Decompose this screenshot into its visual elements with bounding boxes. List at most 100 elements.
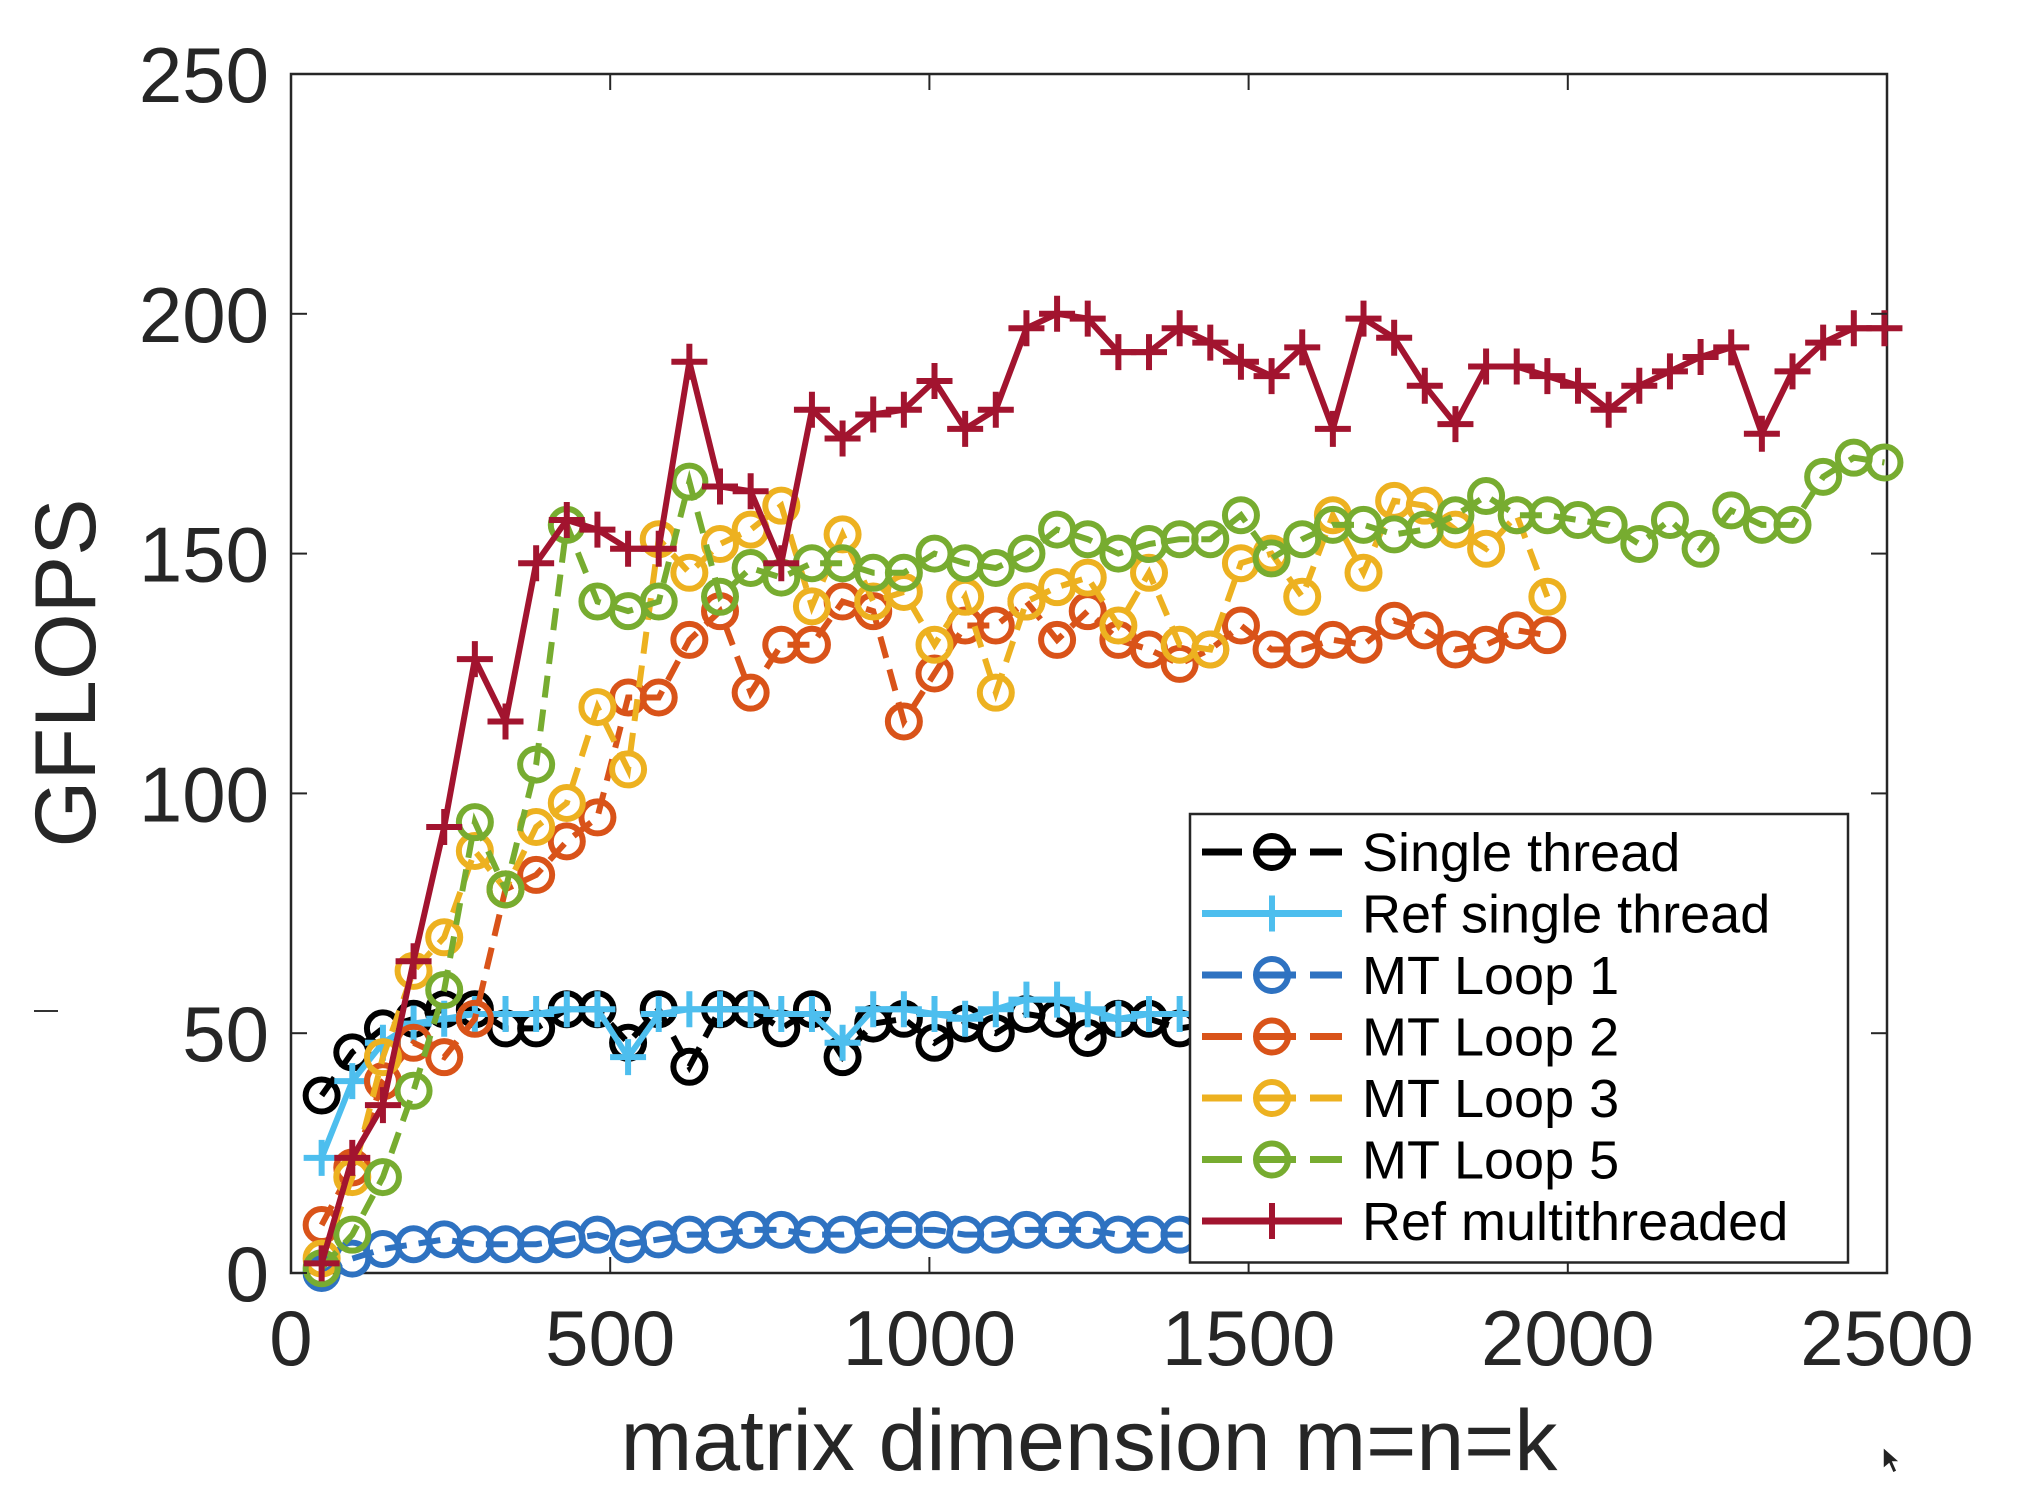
- legend-marker: [1253, 1079, 1291, 1117]
- data-point: [334, 1139, 371, 1176]
- data-point: [824, 1024, 861, 1061]
- data-point: [1743, 415, 1780, 452]
- data-point: [426, 808, 463, 845]
- series-line-mt-loop-3: [318, 497, 1551, 1260]
- data-point: [731, 673, 770, 712]
- data-point: [1437, 406, 1474, 443]
- data-point: [363, 1158, 402, 1197]
- data-point: [885, 991, 922, 1028]
- data-point: [486, 870, 525, 909]
- data-point: [364, 1087, 401, 1124]
- legend-marker: [1253, 1017, 1291, 1056]
- y-tick-label: 150: [139, 511, 269, 599]
- x-tick-label: 1500: [1162, 1294, 1336, 1382]
- data-point: [1866, 310, 1903, 347]
- data-point: [1192, 324, 1229, 361]
- data-point: [1682, 338, 1719, 375]
- data-point: [1222, 343, 1259, 380]
- data-point: [455, 803, 494, 842]
- data-point: [855, 396, 892, 433]
- data-point: [1130, 553, 1169, 592]
- data-point: [763, 996, 800, 1033]
- data-point: [670, 1047, 709, 1086]
- data-point: [671, 991, 708, 1028]
- data-point: [395, 943, 432, 980]
- data-point: [915, 654, 954, 693]
- x-axis-title: matrix dimension m=n=k: [621, 1393, 1559, 1486]
- data-point: [639, 678, 678, 717]
- data-point: [455, 999, 494, 1038]
- data-point: [1100, 334, 1137, 371]
- data-point: [792, 625, 831, 664]
- data-point: [1650, 501, 1689, 540]
- data-point: [1620, 525, 1659, 564]
- legend-marker: [1253, 1140, 1291, 1179]
- legend-entry-mt-loop-1: MT Loop 1: [1202, 946, 1619, 1006]
- series-line-mt-loop-2: [318, 597, 1548, 1227]
- series-mt-loop-2: [302, 582, 1567, 1245]
- legend-label: MT Loop 1: [1362, 946, 1619, 1006]
- data-point: [1283, 577, 1322, 616]
- data-point: [1804, 457, 1843, 496]
- data-point: [1191, 630, 1230, 669]
- data-point: [1099, 606, 1138, 645]
- data-point: [547, 783, 586, 822]
- mouse-cursor-icon: [1882, 1445, 1902, 1475]
- legend-marker: [1253, 833, 1291, 871]
- data-point: [1284, 329, 1321, 366]
- data-point: [639, 582, 678, 621]
- data-point: [1621, 367, 1658, 404]
- data-point: [1253, 358, 1290, 395]
- data-point: [792, 587, 831, 626]
- data-point: [763, 545, 800, 582]
- data-point: [1221, 496, 1260, 535]
- data-point: [1131, 334, 1168, 371]
- legend-marker: [1253, 956, 1291, 994]
- data-point: [1191, 520, 1230, 559]
- data-point: [762, 486, 801, 525]
- tick-layer: 0 500 1000 1500 2000 2500 0 50 100 150 200 250: [139, 31, 1974, 1382]
- data-point: [1283, 520, 1322, 559]
- data-point: [855, 991, 892, 1028]
- data-point: [1344, 625, 1383, 664]
- data-point: [1069, 991, 1106, 1028]
- data-point: [1651, 353, 1688, 390]
- data-point: [1160, 644, 1199, 683]
- data-point: [1314, 410, 1351, 447]
- data-point: [1528, 616, 1567, 655]
- x-tick-label: 500: [545, 1294, 675, 1382]
- data-point: [1068, 520, 1107, 559]
- legend-entry-single-thread: Single thread: [1202, 823, 1680, 883]
- data-point: [671, 343, 708, 380]
- data-point: [1835, 310, 1872, 347]
- data-point: [976, 548, 1015, 587]
- data-point: [1467, 529, 1506, 568]
- legend-label: MT Loop 3: [1362, 1069, 1619, 1129]
- data-point: [303, 1245, 340, 1282]
- data-point: [425, 971, 464, 1010]
- data-point: [915, 625, 954, 664]
- data-point: [487, 996, 524, 1033]
- data-point: [1345, 300, 1382, 337]
- data-point: [518, 996, 555, 1033]
- y-tick-label: 200: [139, 271, 269, 359]
- data-point: [1405, 510, 1444, 549]
- series-mt-loop-5: [302, 438, 1904, 1288]
- data-point: [1131, 996, 1168, 1033]
- data-point: [1528, 577, 1567, 616]
- data-point: [1773, 505, 1812, 544]
- legend-marker: [1254, 895, 1290, 932]
- data-point: [303, 1139, 340, 1176]
- legend-entry-ref-multithreaded: Ref multithreaded: [1202, 1192, 1788, 1252]
- data-point: [1529, 358, 1566, 395]
- data-point: [1068, 558, 1107, 597]
- data-point: [793, 391, 830, 428]
- data-point: [732, 473, 769, 510]
- data-point: [702, 991, 739, 1028]
- data-point: [425, 918, 464, 957]
- data-point: [1805, 324, 1842, 361]
- data-point: [1221, 606, 1260, 645]
- legend-label: Ref single thread: [1362, 885, 1770, 945]
- data-point: [1589, 505, 1628, 544]
- y-tick-label: 50: [182, 990, 269, 1078]
